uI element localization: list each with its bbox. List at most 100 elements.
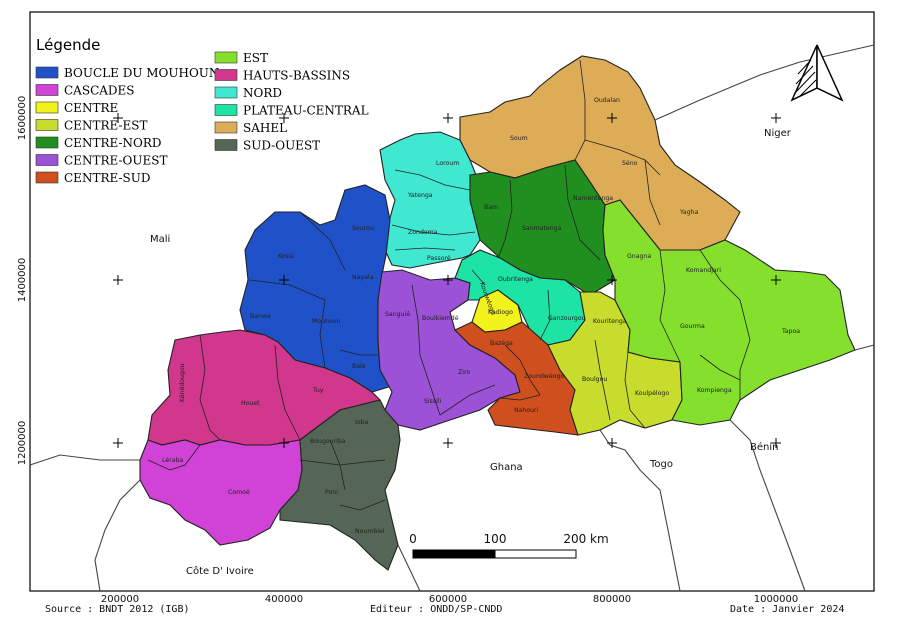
label-tapoa: Tapoa [781, 328, 800, 335]
region-est[interactable] [602, 199, 856, 426]
label-kenedougou: Kénédougou [178, 363, 186, 402]
legend-swatch [35, 84, 59, 96]
legend-label: CASCADES [64, 84, 135, 98]
label-oubritenga: Oubritenga [498, 276, 533, 283]
legend-item: BOUCLE DU MOUHOUN [35, 66, 219, 80]
label-ghana: Ghana [490, 462, 523, 473]
label-soum: Soum [510, 135, 528, 142]
label-noumbiel: Noumbiel [355, 528, 385, 535]
legend-swatch [35, 154, 59, 166]
country-borders [29, 44, 875, 592]
label-yagha: Yagha [679, 209, 699, 216]
label-nayala: Nayala [352, 274, 374, 281]
legend-label: BOUCLE DU MOUHOUN [64, 66, 219, 80]
legend-swatch [35, 119, 59, 131]
label-kompienga: Kompienga [697, 387, 732, 394]
label-sissili: Sissili [424, 398, 442, 405]
label-poni: Poni [325, 489, 338, 496]
region-nord[interactable] [379, 131, 481, 269]
footer: Source : BNDT 2012 (IGB) Editeur : ONDD/… [45, 604, 844, 615]
x-label-1000000: 1000000 [754, 594, 799, 605]
legend-item: EST [214, 51, 268, 65]
x-label-800000: 800000 [593, 594, 631, 605]
scale-label-200: 200 km [563, 532, 608, 546]
label-togo: Togo [649, 459, 673, 470]
y-label-1600000: 1600000 [17, 96, 28, 141]
y-axis-labels: 1600000 1400000 1200000 [17, 96, 28, 466]
legend-item: CENTRE-NORD [35, 136, 162, 150]
label-boulkiemde: Boulkiemdé [422, 314, 459, 322]
legend-item: CENTRE-OUEST [35, 154, 167, 168]
legend-item: NORD [214, 86, 282, 100]
legend-item: CENTRE-SUD [35, 171, 150, 185]
label-boulgou: Boulgou [582, 376, 607, 383]
region-centre-sud[interactable] [454, 321, 579, 436]
legend-swatch [214, 139, 238, 151]
legend-item: SAHEL [214, 121, 287, 135]
legend-label: CENTRE [64, 101, 118, 115]
x-label-200000: 200000 [101, 594, 139, 605]
label-gourma: Gourma [680, 323, 705, 330]
north-arrow-icon [790, 44, 844, 102]
legend-label: CENTRE-NORD [64, 136, 162, 150]
legend-label: SAHEL [243, 121, 287, 135]
label-ioba: Ioba [355, 419, 369, 426]
region-sud-ouest[interactable] [279, 399, 401, 571]
label-nahouri: Nahouri [514, 407, 539, 414]
scale-bar: 0 100 200 km [409, 532, 609, 559]
legend-label: HAUTS-BASSINS [243, 69, 350, 83]
legend-item: CENTRE [35, 101, 118, 115]
legend-item: PLATEAU-CENTRAL [214, 104, 369, 118]
footer-editor: Editeur : ONDD/SP-CNDD [370, 604, 502, 615]
label-benin: Bénin [750, 441, 778, 453]
x-label-400000: 400000 [265, 594, 303, 605]
label-koulpelogo: Koulpélogo [635, 389, 669, 397]
label-kouritenga: Kouritenga [593, 318, 627, 325]
regions-layer [139, 55, 856, 571]
label-yatenga: Yatenga [407, 192, 433, 199]
x-label-600000: 600000 [429, 594, 467, 605]
footer-source: Source : BNDT 2012 (IGB) [45, 604, 190, 615]
legend-item: HAUTS-BASSINS [214, 69, 350, 83]
label-oudalan: Oudalan [594, 97, 620, 104]
legend-swatch [35, 101, 59, 114]
province-labels: Oudalan Soum Séno Yagha Loroum Yatenga Z… [162, 97, 800, 535]
label-banwa: Banwa [250, 313, 271, 320]
label-ziro: Ziro [458, 369, 470, 376]
legend-label: CENTRE-OUEST [64, 154, 167, 168]
label-cote-divoire: Côte D' Ivoire [186, 565, 254, 577]
grid-crosses [113, 113, 781, 448]
legend-swatch [214, 51, 238, 64]
legend-swatch [214, 121, 238, 134]
legend-item: CASCADES [35, 84, 135, 98]
legend-swatch [35, 136, 59, 149]
label-bale: Balé [352, 362, 366, 370]
label-leraba: Léraba [162, 456, 183, 464]
legend-swatch [214, 104, 238, 116]
label-mali: Mali [150, 234, 170, 245]
legend-item: SUD-OUEST [214, 139, 320, 153]
x-axis-labels: 200000 400000 600000 800000 1000000 [101, 594, 798, 605]
legend-label: EST [243, 51, 268, 65]
label-komandjari: Komandjari [686, 267, 721, 274]
label-loroum: Loroum [436, 160, 459, 167]
y-label-1200000: 1200000 [17, 421, 28, 466]
label-niger: Niger [764, 128, 792, 139]
scale-label-100: 100 [484, 532, 507, 546]
label-tuy: Tuy [312, 387, 324, 394]
label-sourou: Sourou [352, 225, 374, 232]
country-labels: Mali Niger Ghana Togo Bénin Côte D' Ivoi… [150, 128, 792, 577]
label-seno: Séno [622, 159, 638, 167]
legend-label: CENTRE-EST [64, 119, 148, 133]
province-boundaries [147, 59, 751, 511]
label-bougouriba: Bougouriba [310, 438, 346, 445]
legend-swatch [214, 69, 238, 81]
label-kadiogo: Kadiogo [488, 309, 513, 316]
legend-swatch [214, 86, 238, 99]
legend-swatch [35, 66, 59, 79]
label-ganzourgou: Ganzourgou [548, 315, 586, 322]
label-passore: Passoré [427, 254, 451, 262]
legend-items: BOUCLE DU MOUHOUN CASCADES CENTRE CENTRE-ES… [35, 51, 369, 185]
label-sanguie: Sanguié [385, 310, 410, 318]
